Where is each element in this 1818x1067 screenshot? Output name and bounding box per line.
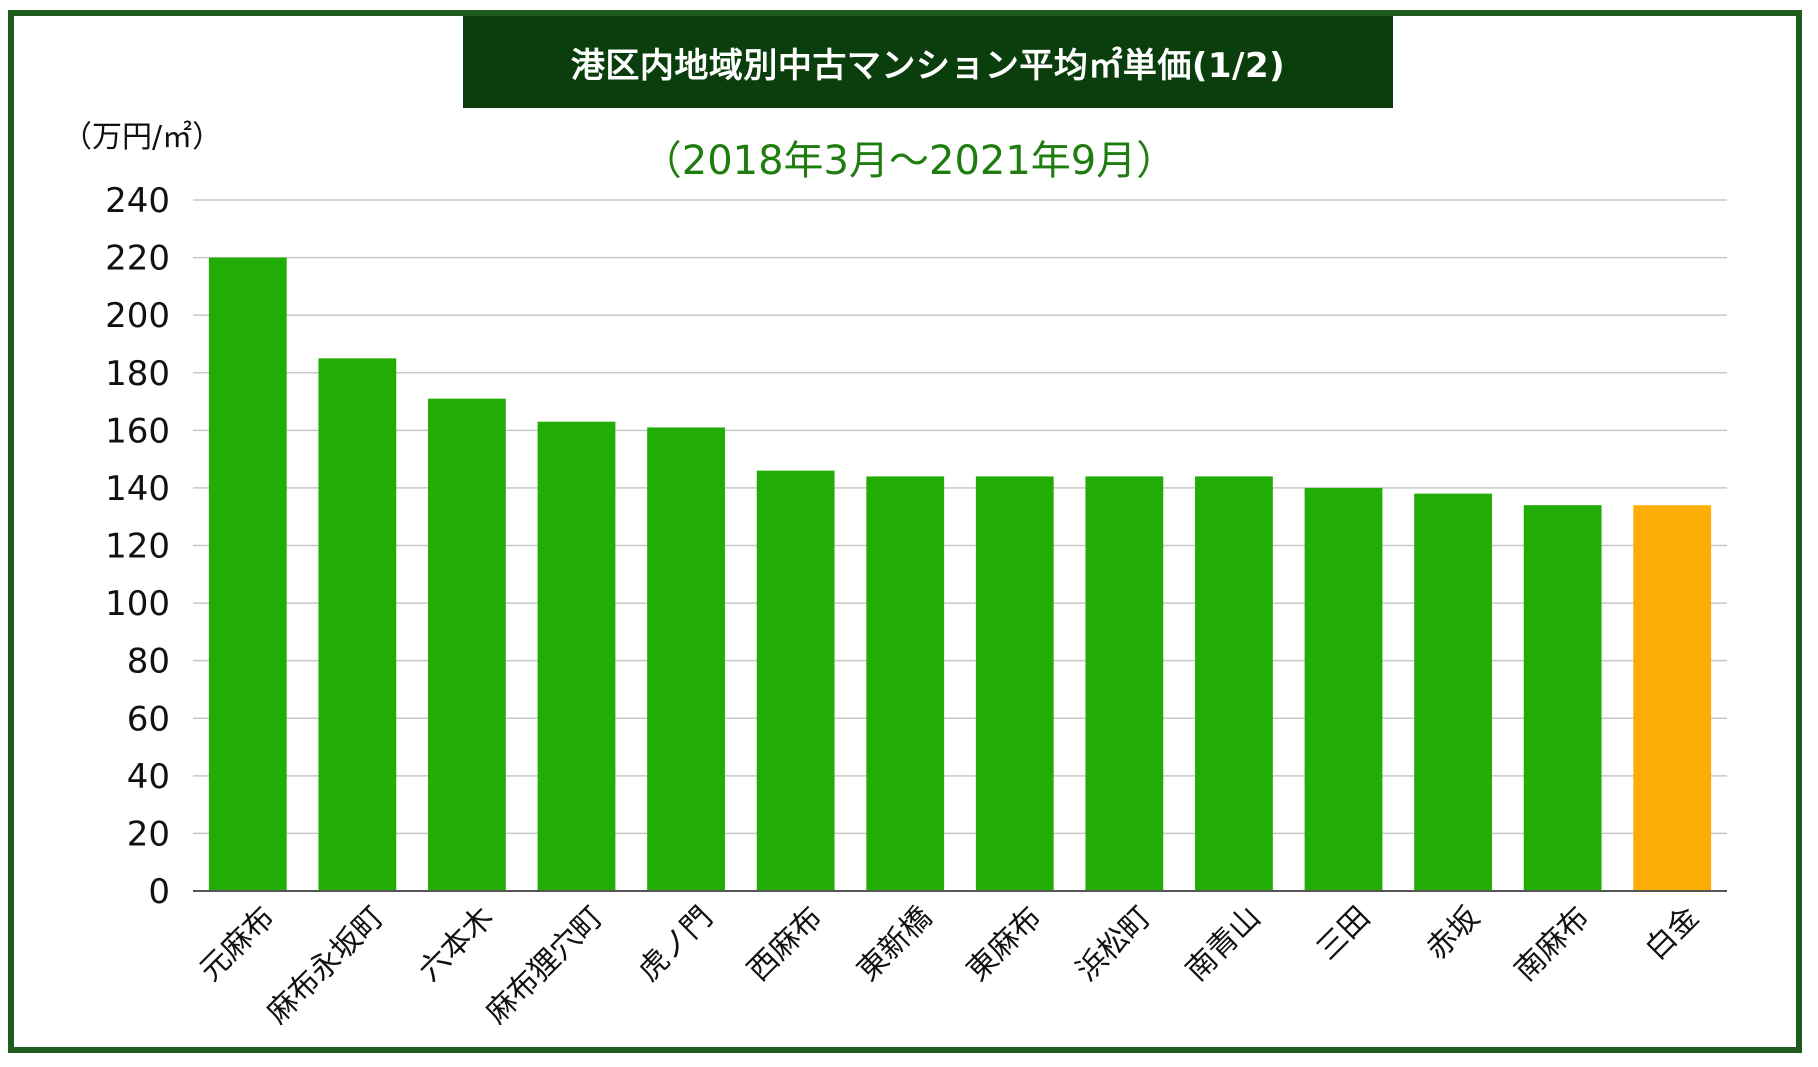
x-tick-label: 南麻布 [1508, 900, 1596, 988]
x-tick-label: 麻布狸穴町 [479, 900, 610, 1031]
y-tick-label: 40 [127, 757, 170, 797]
chart-title-box: 港区内地域別中古マンション平均㎡単価(1/2) [463, 16, 1393, 108]
y-tick-label: 0 [148, 872, 170, 912]
y-tick-label: 140 [105, 469, 170, 509]
bar [1085, 476, 1164, 891]
x-tick-label: 六本木 [412, 900, 500, 988]
x-tick-label: 東新橋 [850, 900, 938, 988]
bar [208, 257, 287, 891]
y-tick-label: 100 [105, 584, 170, 624]
x-tick-label: 浜松町 [1070, 900, 1158, 988]
x-tick-label: 白金 [1639, 900, 1706, 967]
x-tick-label: 赤坂 [1420, 900, 1487, 967]
y-tick-label: 200 [105, 296, 170, 336]
bar [975, 476, 1054, 891]
x-tick-label: 麻布永坂町 [260, 900, 391, 1031]
bar [756, 470, 835, 891]
y-tick-label: 160 [105, 411, 170, 451]
bar [537, 421, 616, 891]
chart-subtitle: （2018年3月〜2021年9月） [641, 138, 1177, 184]
x-tick-label: 東麻布 [960, 900, 1048, 988]
chart-title: 港区内地域別中古マンション平均㎡単価(1/2) [570, 45, 1286, 86]
x-tick-label: 西麻布 [741, 900, 829, 988]
y-tick-label: 220 [105, 239, 170, 279]
y-tick-label: 240 [105, 181, 170, 221]
bar [1523, 505, 1602, 891]
y-axis-unit-label: （万円/㎡） [62, 120, 223, 155]
x-tick-label: 南青山 [1179, 900, 1267, 988]
bar [866, 476, 945, 891]
bar [1195, 476, 1273, 891]
x-tick-label: 元麻布 [193, 900, 281, 988]
y-tick-label: 180 [105, 354, 170, 394]
bar [1304, 487, 1383, 891]
bar [647, 427, 725, 891]
x-tick-label: 三田 [1310, 900, 1377, 967]
x-tick-label: 虎ノ門 [631, 900, 719, 988]
bar [318, 358, 397, 892]
y-tick-label: 20 [127, 814, 170, 854]
bar [428, 398, 506, 891]
bar [1414, 493, 1492, 891]
bar [1633, 505, 1712, 891]
y-tick-label: 60 [127, 699, 170, 739]
y-tick-label: 120 [105, 527, 170, 567]
y-tick-label: 80 [127, 642, 170, 682]
